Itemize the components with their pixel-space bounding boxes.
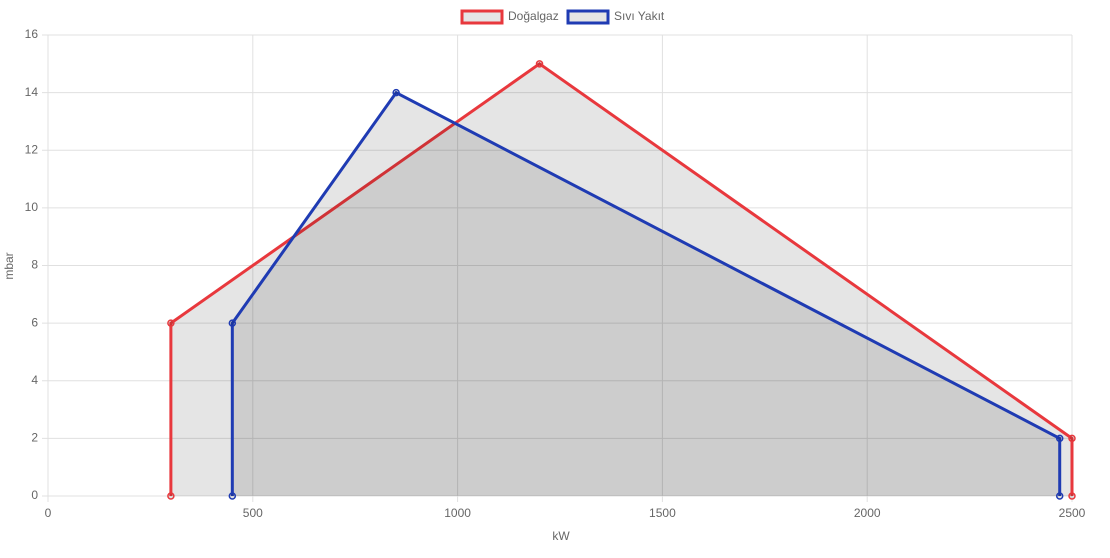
y-tick-label: 4 bbox=[31, 373, 38, 387]
x-axis-label: kW bbox=[552, 529, 570, 543]
y-tick-label: 14 bbox=[25, 85, 39, 99]
x-tick-label: 1000 bbox=[444, 506, 471, 520]
data-point bbox=[535, 60, 544, 68]
series-line bbox=[230, 90, 1062, 496]
area-fill bbox=[170, 63, 1072, 496]
y-tick-label: 10 bbox=[25, 200, 39, 214]
y-tick-label: 0 bbox=[31, 488, 38, 502]
data-point bbox=[1068, 492, 1076, 500]
x-tick-label: 500 bbox=[243, 506, 263, 520]
legend-label[interactable]: Sıvı Yakıt bbox=[614, 9, 665, 23]
data-point bbox=[1055, 434, 1064, 443]
data-point bbox=[392, 88, 400, 97]
legend-swatch[interactable] bbox=[566, 9, 610, 25]
legend-swatch[interactable] bbox=[460, 9, 504, 25]
x-tick-label: 2000 bbox=[854, 506, 881, 520]
series-line bbox=[169, 61, 1074, 496]
data-point bbox=[1068, 434, 1076, 443]
data-point bbox=[1055, 492, 1064, 500]
x-tick-label: 0 bbox=[45, 506, 52, 520]
y-tick-label: 12 bbox=[25, 142, 39, 156]
data-point bbox=[167, 492, 175, 500]
x-tick-label: 2500 bbox=[1059, 506, 1086, 520]
legend-label[interactable]: Doğalgaz bbox=[508, 9, 559, 23]
y-tick-label: 2 bbox=[31, 431, 38, 445]
y-tick-label: 16 bbox=[25, 27, 39, 41]
y-tick-label: 6 bbox=[31, 315, 38, 329]
data-point bbox=[167, 319, 175, 327]
data-point bbox=[228, 319, 237, 327]
y-tick-label: 8 bbox=[31, 258, 38, 272]
area-fill bbox=[232, 92, 1060, 496]
data-point bbox=[228, 492, 237, 500]
y-axis-label: mbar bbox=[2, 252, 16, 279]
x-tick-label: 1500 bbox=[649, 506, 676, 520]
